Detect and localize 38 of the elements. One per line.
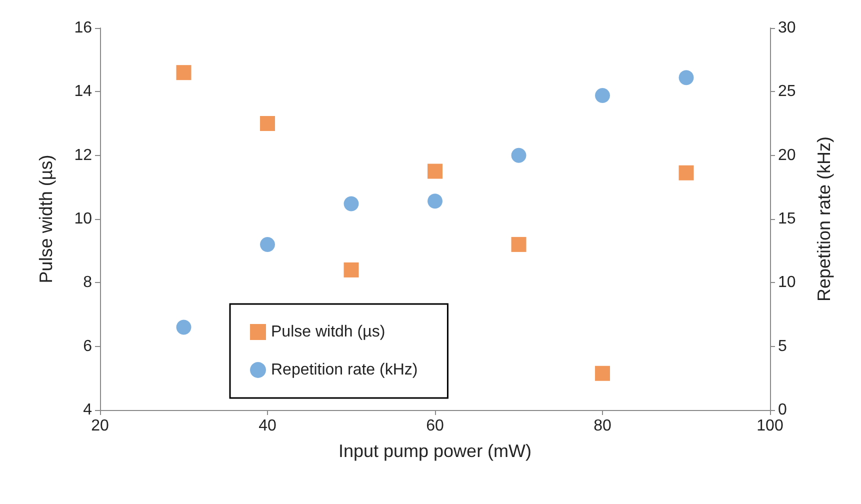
point <box>260 236 275 252</box>
legend-label: Repetition rate (kHz) <box>271 362 418 378</box>
y-tick-label: 12 <box>74 146 92 164</box>
point <box>344 262 359 278</box>
point <box>176 65 192 80</box>
point <box>678 70 694 86</box>
point <box>595 366 610 381</box>
y-tick-label: 6 <box>83 338 92 355</box>
y2-tick-label: 25 <box>778 83 796 100</box>
point <box>176 320 192 335</box>
y-tick-label: 10 <box>74 210 92 228</box>
y2-tick-label: 20 <box>778 146 796 164</box>
x-tick-label: 60 <box>426 418 444 434</box>
x-tick-label: 40 <box>258 418 276 434</box>
point <box>511 148 526 163</box>
y-axis-title: Pulse width (µs) <box>36 154 56 284</box>
y2-axis-title: Repetition rate (kHz) <box>814 136 834 302</box>
y-tick-label: 4 <box>83 402 92 418</box>
point <box>678 165 694 180</box>
point <box>344 196 359 212</box>
y-tick-label: 14 <box>74 83 92 100</box>
point <box>511 236 526 252</box>
point <box>428 194 442 209</box>
y2-tick-label: 5 <box>778 338 787 355</box>
point <box>260 116 275 131</box>
point <box>595 88 610 103</box>
x-axis-title: Input pump power (mW) <box>338 441 532 461</box>
x-tick-label: 100 <box>756 418 784 434</box>
y2-tick-label: 0 <box>778 402 787 418</box>
legend-label: Pulse witdh (µs) <box>271 324 386 340</box>
y2-tick-label: 10 <box>778 274 796 292</box>
y-tick-label: 8 <box>83 274 92 292</box>
y2-tick-label: 15 <box>778 210 796 228</box>
y-tick-label: 16 <box>74 20 92 36</box>
y2-tick-label: 30 <box>778 20 796 36</box>
x-tick-label: 80 <box>594 418 612 434</box>
point <box>428 164 442 179</box>
x-tick-label: 20 <box>91 418 109 434</box>
